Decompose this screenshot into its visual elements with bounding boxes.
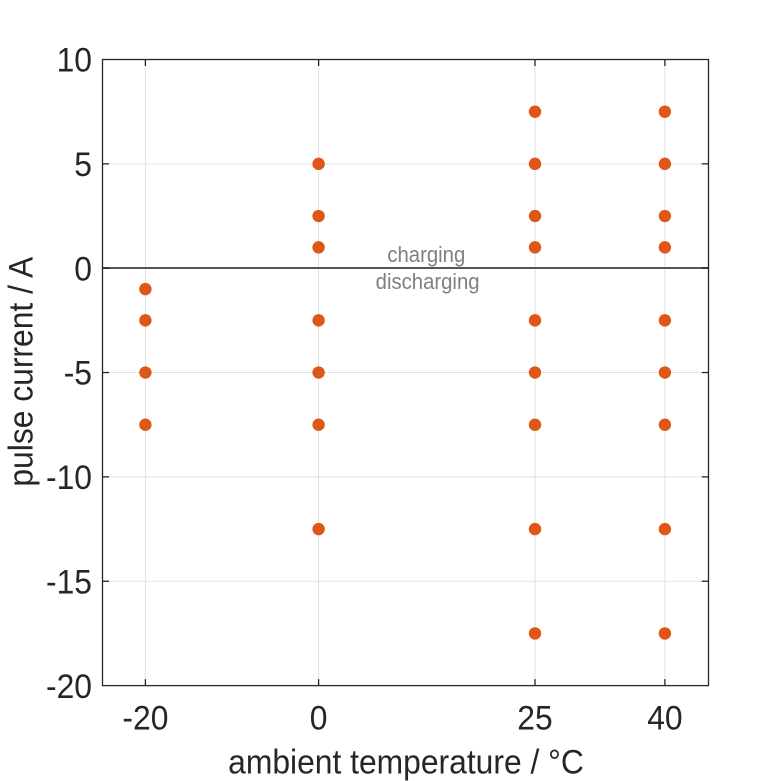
svg-text:-5: -5	[64, 355, 92, 393]
svg-text:-10: -10	[46, 459, 92, 497]
svg-text:ambient temperature / °C: ambient temperature / °C	[228, 743, 584, 781]
svg-text:-20: -20	[122, 700, 168, 738]
svg-text:pulse current / A: pulse current / A	[2, 256, 40, 487]
svg-text:0: 0	[310, 700, 328, 738]
svg-text:40: 40	[647, 700, 682, 738]
svg-text:-20: -20	[46, 668, 92, 706]
svg-text:5: 5	[74, 146, 92, 184]
svg-text:0: 0	[74, 250, 92, 288]
svg-text:10: 10	[57, 42, 92, 80]
svg-text:25: 25	[517, 700, 552, 738]
svg-text:discharging: discharging	[376, 270, 480, 294]
svg-text:-15: -15	[46, 563, 92, 601]
svg-text:charging: charging	[387, 243, 465, 267]
